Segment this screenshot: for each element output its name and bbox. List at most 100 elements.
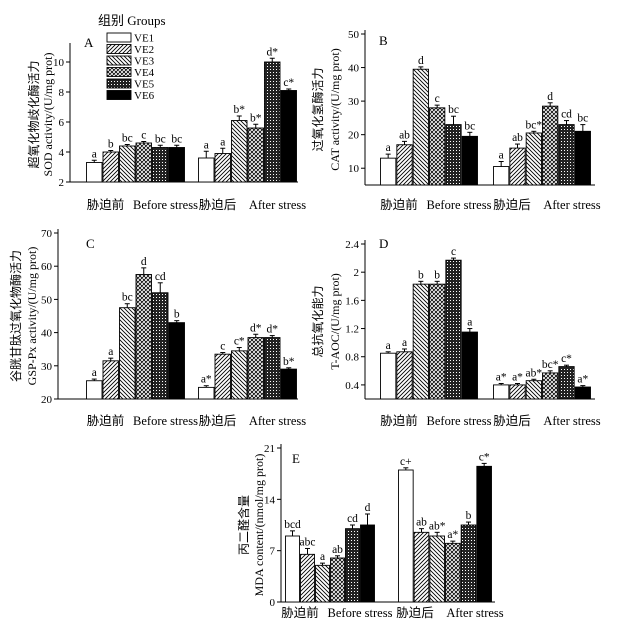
bar (461, 135, 478, 186)
category-label-cn: 胁迫前 (380, 413, 418, 428)
bar (476, 465, 492, 603)
significance-label: a (402, 337, 407, 349)
y-tick-label: 2 (354, 267, 360, 279)
y-tick-label: 50 (348, 29, 360, 41)
significance-label: c* (479, 451, 490, 463)
y-tick-label: 2 (59, 177, 65, 189)
category-label: Before stress (133, 414, 198, 428)
bar (509, 384, 526, 400)
bar (445, 124, 462, 186)
significance-label: b* (234, 104, 246, 116)
panel-b: 10 20 30 40 50 B 过氧化氢酶活力 CAT activity/(U/mg pro… (310, 29, 601, 212)
bar (135, 274, 152, 400)
bar (429, 535, 445, 603)
bar (574, 386, 591, 400)
y-axis-label: SOD activity/(U/mg prot) (41, 53, 55, 177)
category-label: After stress (249, 198, 306, 212)
bar (264, 337, 281, 400)
category-label-cn: 胁迫前 (380, 197, 418, 212)
bar (445, 259, 462, 400)
significance-label: c* (283, 77, 294, 89)
category-label: After stress (446, 606, 503, 620)
y-tick-label: 20 (41, 394, 53, 406)
bar (86, 380, 103, 400)
category-label-cn: 胁迫后 (493, 413, 531, 428)
bar (509, 147, 526, 186)
legend-entry: VE6 (134, 90, 155, 102)
significance-label: a (386, 340, 391, 352)
legend-entry: VE1 (134, 33, 154, 45)
significance-label: c* (561, 353, 572, 365)
significance-label: cd (347, 513, 358, 525)
category-label-cn: 胁迫后 (199, 197, 237, 212)
y-tick-label: 4 (59, 147, 65, 159)
bar (345, 528, 360, 603)
bar (380, 157, 397, 186)
y-axis-label: CAT activity/(U/mg prot) (328, 48, 342, 170)
bar (86, 162, 103, 183)
bar (168, 322, 185, 400)
bar (542, 105, 559, 186)
bar (412, 68, 429, 186)
bar (380, 352, 397, 400)
bar (102, 151, 119, 183)
y-tick-label: 10 (348, 163, 360, 175)
significance-label: bcd (284, 519, 301, 531)
y-tick-label: 14 (264, 494, 276, 506)
significance-label: a (499, 150, 504, 162)
bar (445, 542, 461, 603)
bar (198, 157, 215, 183)
y-tick-label: 8 (59, 87, 65, 99)
legend-entry: VE3 (134, 56, 155, 68)
y-axis-label: T-AOC/(U/mg prot) (328, 273, 342, 370)
y-tick-label: 0.8 (345, 352, 359, 364)
significance-label: c+ (400, 456, 412, 468)
significance-label: bc (122, 133, 133, 145)
bar (152, 147, 169, 183)
bar (264, 61, 281, 183)
significance-label: c* (234, 336, 245, 348)
panel-letter: D (379, 236, 388, 251)
panel-letter: C (86, 236, 95, 251)
category-label-cn: 胁迫前 (87, 413, 125, 428)
significance-label: d (141, 256, 147, 268)
y-axis-label-cn: 丙二醛含量 (236, 495, 251, 555)
y-axis-label: MDA content/(nmol/mg prot) (252, 454, 266, 597)
bar (542, 372, 559, 400)
significance-label: cd (561, 109, 572, 121)
bar (396, 144, 413, 186)
y-tick-label: 0.4 (345, 380, 359, 392)
y-tick-label: 0 (270, 597, 276, 609)
significance-label: ab* (429, 520, 446, 532)
significance-label: bc (577, 113, 588, 125)
significance-label: d (365, 502, 371, 514)
significance-label: bc (464, 120, 475, 132)
bar (493, 384, 510, 400)
panel-letter: E (292, 451, 300, 466)
bar (460, 524, 477, 603)
y-axis-label-cn: 总抗氧化能力 (310, 285, 325, 357)
y-axis-label-cn: 过氧化氢酶活力 (310, 67, 325, 151)
significance-label: bc (171, 133, 182, 145)
significance-label: b (418, 269, 424, 281)
significance-label: bc* (526, 119, 543, 131)
significance-label: abc (300, 536, 316, 548)
category-label: Before stress (133, 198, 198, 212)
legend-swatch (106, 44, 132, 54)
panel-letter: A (84, 35, 94, 50)
y-tick-label: 40 (348, 63, 360, 75)
significance-label: ab* (526, 367, 543, 379)
y-axis-label: GSP-Px activity/(U/mg prot) (25, 247, 39, 386)
significance-label: bc (122, 292, 133, 304)
bar (247, 127, 264, 183)
bar (214, 353, 231, 400)
bar (119, 307, 136, 400)
significance-label: a (320, 551, 325, 563)
bar (525, 132, 542, 186)
bar (493, 166, 510, 186)
panel-letter: B (379, 33, 388, 48)
y-tick-label: 70 (41, 228, 53, 240)
